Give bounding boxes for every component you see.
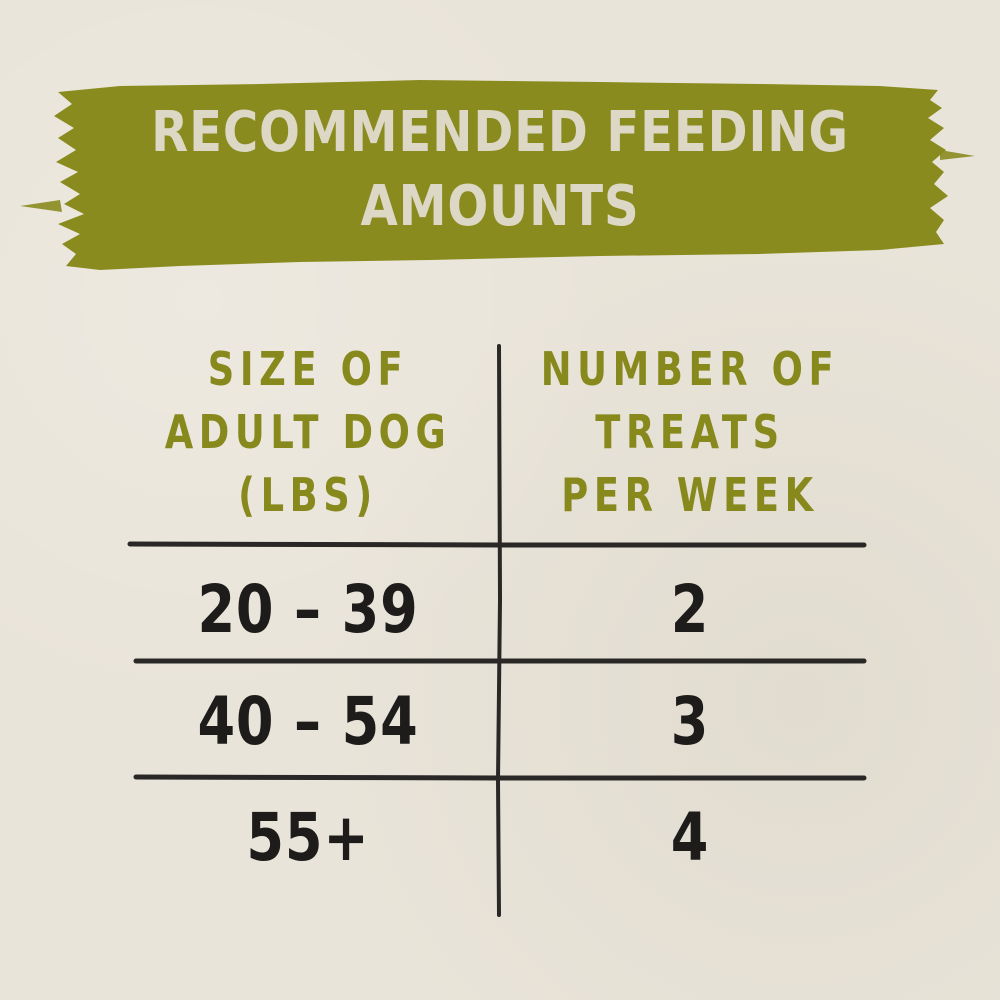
row-2-treats: 3	[670, 683, 710, 760]
title-banner	[20, 80, 975, 270]
banner-title: RECOMMENDED FEEDING AMOUNTS	[147, 96, 852, 244]
column-header-treats: NUMBER OF TREATS PER WEEK	[538, 338, 842, 527]
header-treats-line-1: NUMBER OF	[540, 342, 840, 396]
row-1-size: 20 – 39	[197, 571, 419, 648]
row-3-treats: 4	[670, 799, 710, 876]
header-size-line-1: SIZE OF	[207, 342, 409, 396]
banner-title-line-1: RECOMMENDED FEEDING	[151, 100, 849, 165]
header-treats-line-2: TREATS	[595, 405, 785, 459]
row-divider-3	[133, 774, 867, 781]
column-divider	[495, 344, 503, 917]
row-1-treats: 2	[670, 571, 710, 648]
column-header-size: SIZE OF ADULT DOG (LBS)	[156, 338, 460, 527]
banner-brush-stroke	[54, 80, 948, 270]
header-treats-line-3: PER WEEK	[561, 468, 819, 522]
row-divider-1	[127, 541, 867, 548]
row-3-size: 55+	[246, 799, 370, 876]
row-2-size: 40 – 54	[197, 683, 419, 760]
header-size-line-3: (LBS)	[238, 468, 378, 522]
banner-title-line-2: AMOUNTS	[360, 174, 640, 239]
header-size-line-2: ADULT DOG	[164, 405, 452, 459]
